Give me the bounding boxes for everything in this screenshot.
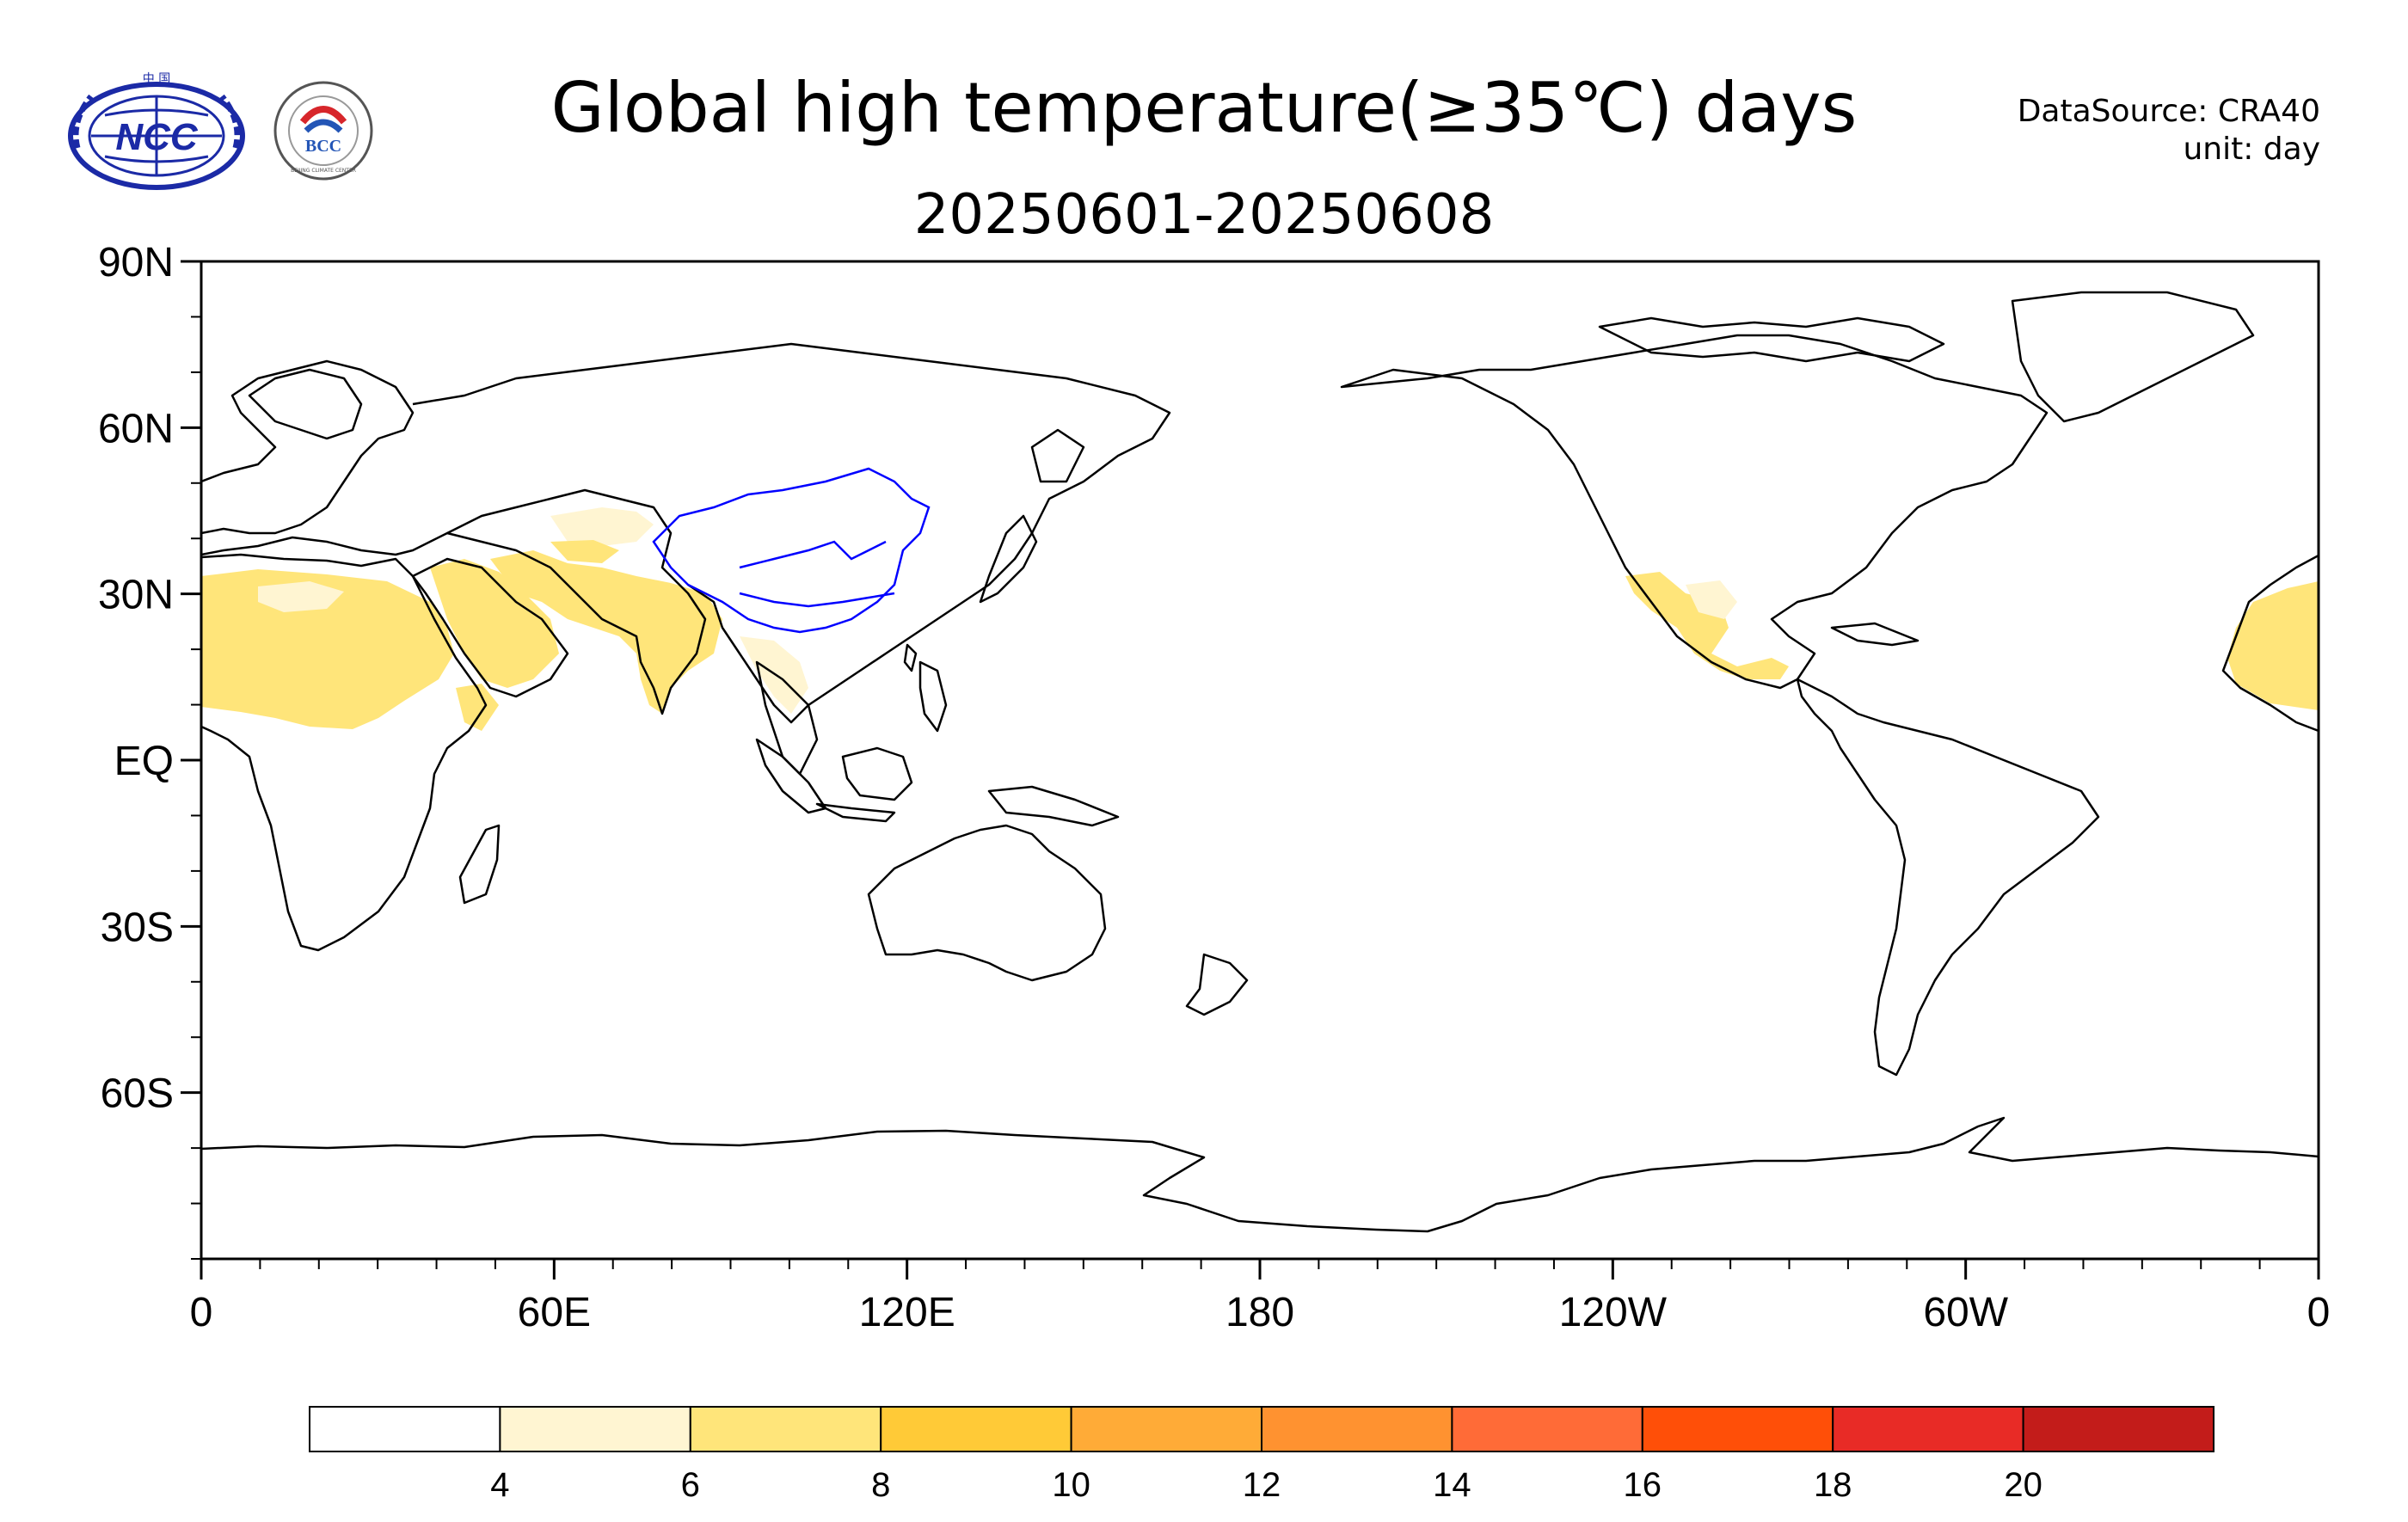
lon-tick-label: 120E [859, 1290, 955, 1335]
colorbar-label: 6 [681, 1466, 700, 1504]
china-rivers [652, 467, 931, 634]
colorbar-label: 16 [1624, 1466, 1662, 1504]
data-source-block: DataSource: CRA40 unit: day [2018, 93, 2320, 169]
lat-tick-label: 30S [101, 905, 174, 950]
coast-sumatra [755, 738, 827, 814]
data-source-label: DataSource: CRA40 [2017, 94, 2320, 129]
coast-australia [867, 824, 1107, 982]
shade-indochina [740, 636, 808, 714]
coast-scandinavia [248, 368, 363, 440]
shade-central-asia-2 [550, 540, 619, 563]
shade-mexico [1625, 572, 1789, 679]
colorbar-label: 18 [1814, 1466, 1852, 1504]
colorbar-box [1832, 1406, 2024, 1452]
colorbar-box [689, 1406, 882, 1452]
latitude-axis: 90N 60N 30N EQ 30S 60S [98, 240, 201, 1260]
lat-tick-label: 30N [98, 573, 174, 618]
lon-tick-label: 60W [1923, 1290, 2008, 1335]
map-title: Global high temperature(≥35℃) days [550, 68, 1858, 148]
colorbar-box [1641, 1406, 1834, 1452]
coast-mediterranean [201, 531, 448, 556]
shade-central-asia [550, 507, 654, 546]
colorbar-label: 12 [1243, 1466, 1281, 1504]
coast-south-america [1796, 678, 2100, 1077]
colorbar-box [309, 1406, 501, 1452]
shade-west-sahara [2227, 581, 2319, 710]
coast-africa [201, 553, 488, 952]
colorbar-label: 20 [2004, 1466, 2042, 1504]
ncc-logo-top: 中 国 [143, 72, 170, 86]
coast-antarctica [201, 1116, 2319, 1233]
lat-tick-label: 90N [98, 240, 174, 285]
yellow-river [739, 540, 887, 569]
colorbar-box [880, 1406, 1072, 1452]
coast-arabia [411, 557, 569, 698]
coast-europe [201, 359, 415, 535]
bcc-logo: BCC BEIJING CLIMATE CENTER [273, 81, 373, 181]
coast-asia-north [412, 342, 1171, 724]
yangtze-river [739, 592, 895, 608]
coast-arctic-islands [1598, 316, 1945, 363]
lon-tick-label: 0 [190, 1290, 213, 1335]
shade-horn [456, 684, 499, 731]
lat-tick-label: 60S [101, 1071, 174, 1117]
lon-tick-label: 60E [518, 1290, 591, 1335]
colorbar-label: 10 [1052, 1466, 1090, 1504]
colorbar-box [1261, 1406, 1453, 1452]
ncc-logo-label: NCC [115, 116, 199, 158]
coast-kamchatka [1030, 428, 1085, 483]
colorbar: 4 6 8 10 12 14 16 18 20 [309, 1406, 2215, 1504]
coast-asia [445, 488, 707, 715]
coast-cuba [1830, 622, 1920, 647]
coast-west-africa-right [2221, 554, 2319, 733]
lon-tick-label: 0 [2307, 1290, 2331, 1335]
coast-north-america [1340, 334, 2049, 690]
unit-label: unit: day [2183, 132, 2320, 167]
shade-mexico-edge [1686, 580, 1737, 619]
colorbar-label: 14 [1433, 1466, 1471, 1504]
map-subtitle: 20250601-20250608 [913, 183, 1495, 247]
shade-arabia [430, 559, 559, 688]
coast-madagascar [458, 824, 501, 905]
coast-java [815, 802, 896, 823]
ncc-logo: NCC 中 国 [68, 72, 245, 190]
longitude-axis: 0 60E 120E 180 120W 60W 0 [190, 1259, 2331, 1335]
heat-shading [201, 507, 2319, 731]
coast-newzealand [1185, 953, 1249, 1016]
bcc-logo-ring: BEIJING CLIMATE CENTER [291, 168, 356, 174]
lat-tick-label: 60N [98, 406, 174, 451]
shade-sahara [201, 569, 454, 729]
coast-greenland [2011, 291, 2255, 423]
lon-tick-label: 120W [1559, 1290, 1668, 1335]
coast-japan [979, 514, 1038, 604]
shade-south-asia [490, 550, 722, 714]
coast-taiwan [903, 643, 918, 672]
lon-tick-label: 180 [1226, 1290, 1294, 1335]
colorbar-box [2022, 1406, 2215, 1452]
shade-sahara-edge [258, 581, 344, 612]
bcc-logo-label: BCC [305, 137, 341, 156]
colorbar-box [1451, 1406, 1643, 1452]
colorbar-label: 4 [490, 1466, 509, 1504]
colorbar-box [1070, 1406, 1262, 1452]
coast-borneo [841, 746, 913, 801]
china-border [652, 467, 931, 634]
colorbar-label: 8 [871, 1466, 890, 1504]
coastlines [201, 291, 2319, 1233]
coast-philippines [918, 660, 948, 733]
lat-tick-label: EQ [114, 739, 174, 784]
colorbar-box [499, 1406, 691, 1452]
coast-newguinea [987, 785, 1120, 827]
